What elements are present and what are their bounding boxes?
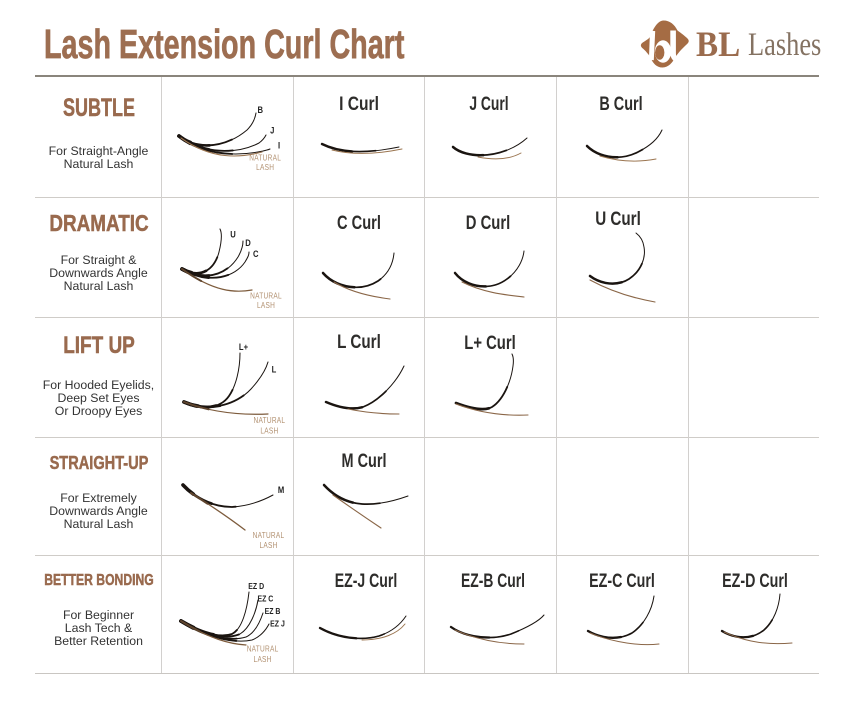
svg-text:NATURAL: NATURAL	[247, 644, 279, 654]
svg-text:C: C	[253, 248, 259, 259]
svg-text:EZ D: EZ D	[248, 581, 264, 591]
svg-text:J: J	[270, 125, 275, 136]
svg-text:LASH: LASH	[256, 162, 274, 172]
svg-text:NATURAL: NATURAL	[249, 153, 281, 163]
svg-text:B: B	[258, 104, 264, 115]
svg-text:EZ B: EZ B	[265, 606, 281, 616]
svg-text:LASH: LASH	[260, 426, 278, 436]
svg-text:M: M	[278, 484, 284, 495]
svg-text:LASH: LASH	[254, 654, 272, 664]
svg-text:NATURAL: NATURAL	[250, 291, 282, 301]
svg-text:EZ C: EZ C	[257, 594, 273, 604]
svg-text:LASH: LASH	[259, 540, 277, 550]
svg-text:LASH: LASH	[257, 301, 275, 311]
svg-text:L+: L+	[239, 341, 248, 352]
svg-text:L: L	[272, 364, 277, 375]
svg-text:EZ J: EZ J	[270, 619, 285, 629]
svg-text:D: D	[245, 237, 251, 248]
svg-text:U: U	[230, 229, 236, 240]
svg-text:NATURAL: NATURAL	[253, 530, 285, 540]
svg-text:I: I	[278, 140, 280, 151]
svg-text:NATURAL: NATURAL	[254, 415, 286, 425]
